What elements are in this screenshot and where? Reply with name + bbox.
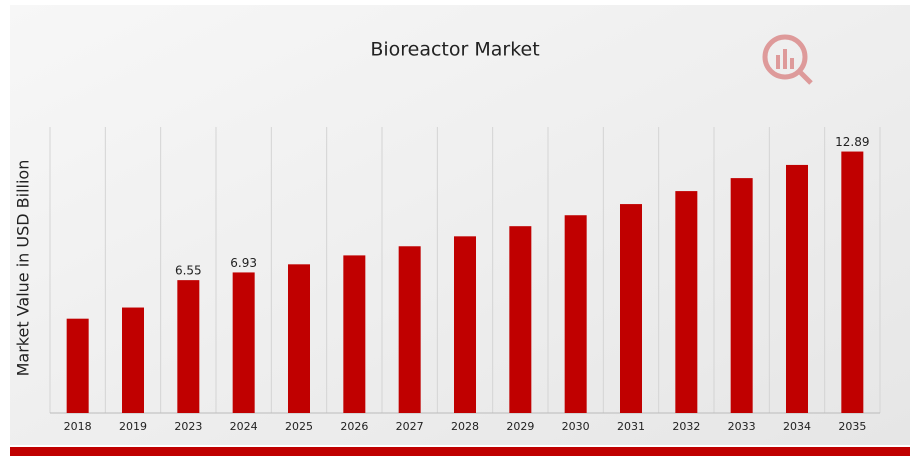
bar: [66, 318, 89, 413]
data-label: 6.93: [230, 256, 257, 270]
x-tick-label: 2033: [728, 420, 756, 433]
bar: [343, 255, 366, 413]
bar: [786, 164, 808, 413]
data-label: 12.89: [835, 135, 869, 149]
x-tick-label: 2028: [451, 420, 479, 433]
bar: [564, 215, 587, 413]
bar: [232, 272, 255, 413]
x-tick-label: 2030: [562, 420, 590, 433]
bar: [177, 280, 200, 413]
bar: [509, 226, 532, 413]
logo: [762, 34, 813, 85]
bar: [620, 204, 642, 413]
x-tick-label: 2023: [174, 420, 202, 433]
y-axis-label: Market Value in USD Billion: [14, 160, 33, 377]
x-tick-label: 2035: [838, 420, 866, 433]
bar: [841, 151, 864, 413]
bar: [398, 246, 421, 413]
x-tick-label: 2029: [506, 420, 534, 433]
x-tick-label: 2026: [340, 420, 368, 433]
x-tick-label: 2024: [230, 420, 258, 433]
x-tick-label: 2018: [64, 420, 92, 433]
data-label: 6.55: [175, 264, 202, 278]
x-tick-label: 2034: [783, 420, 811, 433]
bar: [288, 264, 310, 413]
x-tick-label: 2032: [672, 420, 700, 433]
bar: [122, 307, 144, 413]
chart-title: Bioreactor Market: [370, 39, 539, 61]
x-tick-label: 2025: [285, 420, 313, 433]
x-tick-label: 2031: [617, 420, 645, 433]
bar: [730, 178, 753, 413]
bar: [454, 236, 476, 413]
bar: [675, 191, 698, 413]
x-tick-label: 2027: [396, 420, 424, 433]
x-tick-label: 2019: [119, 420, 147, 433]
footer-band: [10, 447, 910, 456]
